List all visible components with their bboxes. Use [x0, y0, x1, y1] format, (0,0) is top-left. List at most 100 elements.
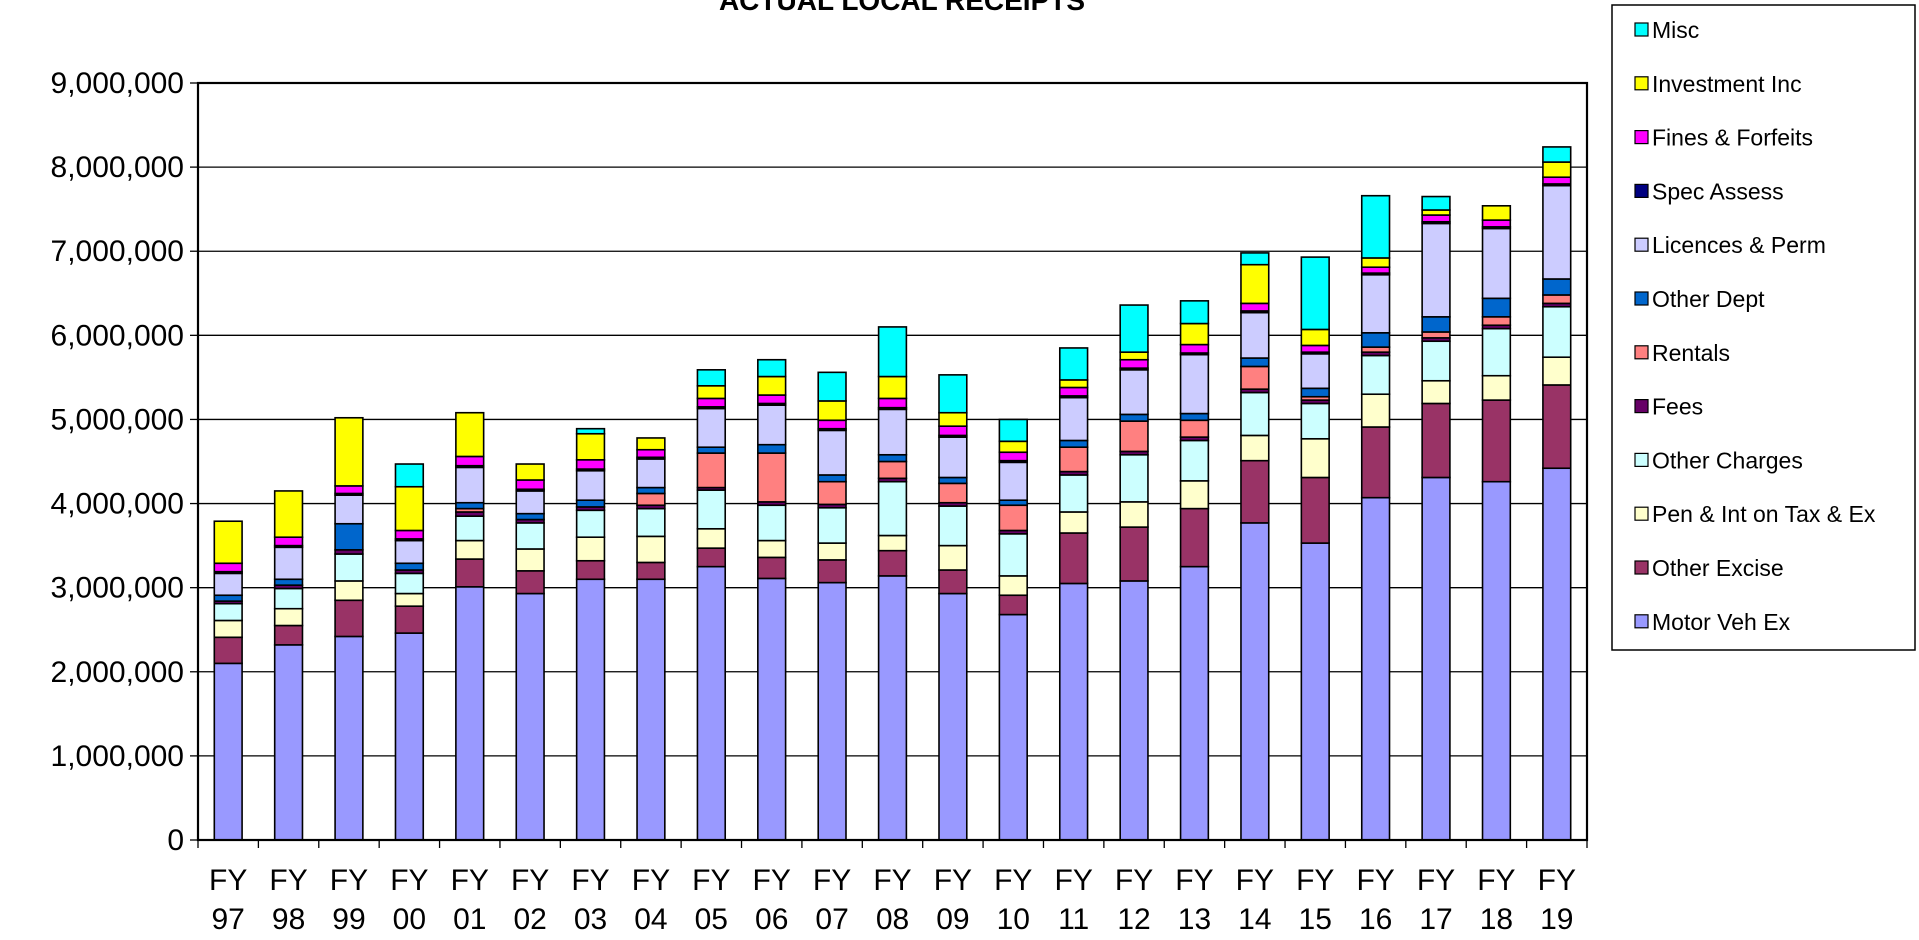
bar-segment: [1240, 302, 1270, 312]
bar-segment: [1481, 219, 1512, 228]
x-tick-label: FY: [1115, 864, 1153, 897]
bar-segment: [938, 425, 968, 437]
bar-segment: [1119, 420, 1149, 453]
bar-segment: [757, 394, 787, 405]
bar-segment: [334, 580, 364, 602]
y-tick-label: 6,000,000: [51, 319, 184, 352]
x-tick-label: 00: [393, 903, 426, 935]
bar-segment: [817, 400, 847, 422]
bar-segment: [273, 587, 304, 610]
legend-swatch: [1634, 452, 1649, 467]
bar-segment: [1240, 522, 1270, 841]
y-tick-label: 3,000,000: [51, 572, 184, 605]
bar-segment: [1058, 396, 1089, 442]
bar-segment: [1179, 353, 1210, 415]
y-tick-label: 9,000,000: [51, 67, 184, 100]
legend-label: Other Dept: [1652, 286, 1765, 312]
bar-segment: [213, 562, 243, 573]
x-tick-label: FY: [1296, 864, 1334, 897]
bar-segment: [757, 443, 787, 454]
x-tick-label: FY: [813, 864, 851, 897]
bar-segment: [696, 446, 727, 454]
bar-segment: [696, 397, 727, 408]
bar-segment: [1240, 365, 1270, 390]
bar-segment: [1421, 316, 1451, 333]
bar-segment: [1179, 439, 1210, 482]
bar-segment: [1542, 384, 1572, 470]
legend-label: Pen & Int on Tax & Ex: [1652, 501, 1876, 527]
bar-segment: [1300, 256, 1330, 331]
bar-segment: [1058, 511, 1089, 534]
bar-segment: [636, 486, 666, 495]
x-tick-label: 13: [1178, 903, 1211, 935]
x-tick-label: FY: [934, 864, 972, 897]
bar-segment: [334, 635, 364, 841]
x-tick-label: 07: [815, 903, 848, 935]
bar-segment: [817, 429, 847, 476]
bar-segment: [998, 440, 1028, 454]
bar-segment: [575, 459, 606, 470]
legend-label: Misc: [1652, 17, 1699, 43]
bar-segment: [1300, 402, 1330, 440]
bar-segment: [998, 504, 1028, 532]
legend-swatch: [1634, 614, 1649, 629]
bar-segment: [515, 512, 545, 521]
x-tick-label: 01: [453, 903, 486, 935]
bar-segment: [998, 418, 1028, 443]
bar-segment: [1119, 580, 1149, 841]
bar-segment: [1179, 419, 1210, 438]
bar-segment: [636, 492, 666, 507]
x-tick-label: 08: [876, 903, 909, 935]
bar-segment: [575, 536, 606, 562]
bar-segment: [1300, 437, 1330, 479]
bar-segment: [757, 358, 787, 378]
bar-segment: [817, 542, 847, 561]
bar-segment: [273, 624, 304, 646]
bar-segment: [1119, 501, 1149, 528]
bar-segment: [817, 506, 847, 544]
legend-label: Licences & Perm: [1652, 232, 1826, 258]
bar-segment: [575, 469, 606, 501]
bar-segment: [1058, 379, 1089, 389]
bar-segment: [757, 577, 787, 841]
bar-segment: [817, 559, 847, 584]
bar-segment: [455, 455, 485, 467]
bar-segment: [877, 408, 908, 456]
legend-swatch: [1634, 560, 1649, 575]
x-tick-label: FY: [1175, 864, 1213, 897]
bar-segment: [575, 499, 606, 508]
bar-segment: [575, 578, 606, 841]
x-tick-label: 19: [1540, 903, 1573, 935]
bar-segment: [273, 644, 304, 841]
legend-label: Fees: [1652, 394, 1703, 420]
bar-segment: [1360, 332, 1391, 348]
bar-segment: [636, 561, 666, 581]
bar-segment: [273, 536, 304, 547]
bar-segment: [1300, 387, 1330, 398]
bar-segment: [1240, 391, 1270, 437]
bar-segment: [1240, 311, 1270, 359]
bar-segment: [1421, 402, 1451, 479]
bar-segment: [1542, 467, 1572, 841]
bar-segment: [757, 452, 787, 503]
bar-segment: [1481, 316, 1512, 327]
bar-segment: [1119, 369, 1149, 416]
bar-segment: [877, 575, 908, 841]
legend-swatch: [1634, 237, 1649, 252]
y-tick-label: 0: [167, 824, 184, 857]
bar-segment: [757, 556, 787, 580]
legend-label: Other Excise: [1652, 555, 1784, 581]
chart-title: ACTUAL LOCAL RECEIPTS: [719, 0, 1085, 16]
x-tick-label: 15: [1299, 903, 1332, 935]
bar-segment: [213, 662, 243, 841]
bar-segment: [213, 602, 243, 622]
bar-segment: [394, 539, 425, 565]
bar-segment: [1119, 526, 1149, 582]
bar-segment: [1300, 476, 1330, 544]
x-tick-label: 17: [1419, 903, 1452, 935]
bar-segment: [515, 463, 545, 481]
bar-segment: [213, 636, 243, 665]
bar-segment: [455, 539, 485, 560]
bar-segment: [1421, 195, 1451, 211]
